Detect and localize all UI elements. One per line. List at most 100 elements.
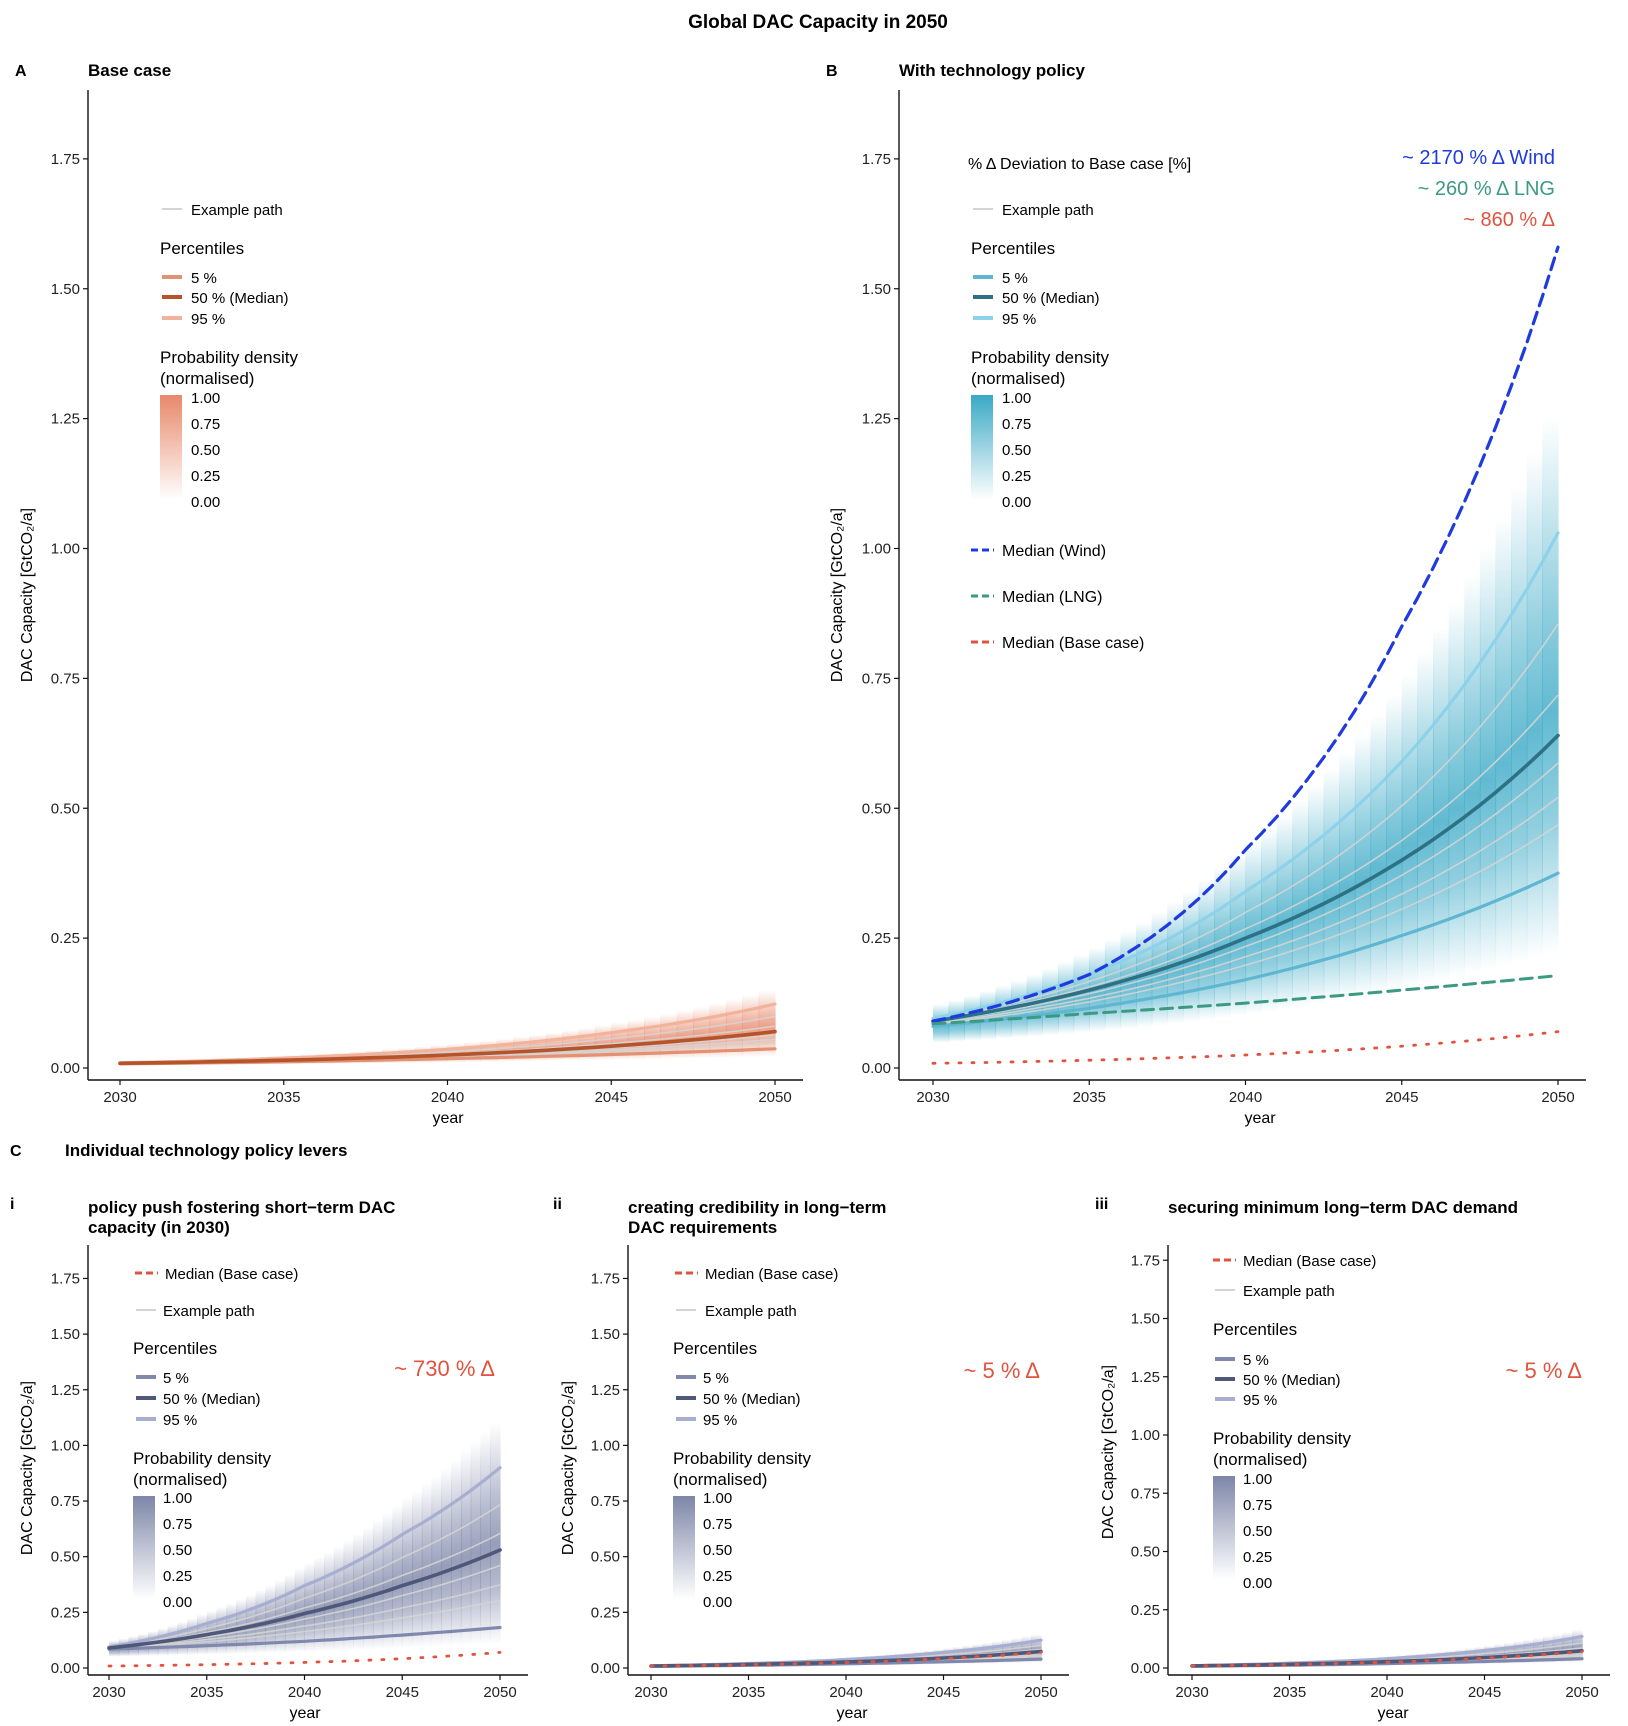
legend-example-path-label: Example path — [191, 202, 283, 219]
x-tick-label: 2050 — [483, 1684, 516, 1701]
total-deviation-annotation: ~ 860 % Δ — [1463, 209, 1555, 231]
panel-i: i policy push fostering short−term DAC c… — [10, 1196, 528, 1722]
legend-percentiles-title: Percentiles — [133, 1339, 217, 1358]
y-tick-label: 1.50 — [862, 281, 891, 298]
legend-density-subtitle: (normalised) — [1213, 1450, 1307, 1469]
legend-density-tick: 0.25 — [163, 1568, 192, 1585]
y-tick-label: 0.75 — [591, 1493, 620, 1510]
density-band — [470, 1441, 482, 1645]
section-c-title: Individual technology policy levers — [65, 1141, 347, 1160]
legend-median-base-label: Median (Base case) — [1002, 635, 1144, 652]
panel-ii: ii creating credibility in long−term DAC… — [553, 1196, 1069, 1722]
panel-ii-deviation-annotation: ~ 5 % Δ — [964, 1358, 1041, 1383]
density-band — [1354, 734, 1372, 997]
legend-density-colorbar — [971, 395, 993, 500]
density-band — [1562, 1631, 1573, 1663]
y-tick-label: 0.00 — [51, 1660, 80, 1677]
y-tick-label: 1.75 — [51, 151, 80, 168]
panel-b-letter: B — [826, 63, 838, 80]
density-band — [245, 1594, 257, 1654]
x-tick-label: 2045 — [927, 1684, 960, 1701]
legend-density-tick: 0.75 — [191, 416, 220, 433]
y-tick-label: 0.50 — [51, 1549, 80, 1566]
x-tick-label: 2030 — [916, 1089, 949, 1106]
x-tick-label: 2035 — [190, 1684, 223, 1701]
median-line — [931, 733, 1560, 1023]
y-tick-label: 1.50 — [51, 281, 80, 298]
x-tick-label: 2035 — [267, 1089, 300, 1106]
legend-median-base-label: Median (Base case) — [165, 1266, 298, 1283]
panel-ii-y-axis-title: DAC Capacity [GtCO₂/a] — [560, 1381, 577, 1555]
y-tick-label: 1.25 — [591, 1382, 620, 1399]
density-band — [1513, 1641, 1525, 1664]
legend-percentiles-title: Percentiles — [971, 239, 1055, 258]
density-band — [1572, 1629, 1583, 1663]
x-tick-label: 2045 — [1385, 1089, 1418, 1106]
density-band — [1511, 486, 1528, 962]
y-tick-label: 0.25 — [862, 930, 891, 947]
density-band — [431, 1475, 442, 1647]
density-band — [1370, 715, 1387, 994]
legend-median-lng-label: Median (LNG) — [1002, 589, 1102, 606]
panel-a-letter: A — [15, 63, 27, 80]
example-path-line — [932, 824, 1559, 1026]
density-band — [758, 990, 776, 1057]
y-tick-label: 0.00 — [1131, 1660, 1160, 1677]
median-line — [107, 1548, 502, 1650]
density-band — [1011, 1637, 1023, 1664]
density-band — [265, 1584, 276, 1653]
y-tick-label: 1.00 — [51, 1437, 80, 1454]
median-lng-line — [931, 974, 1560, 1026]
density-band — [1504, 1642, 1515, 1664]
legend-density-colorbar — [133, 1496, 155, 1599]
panel-iii-legend: Median (Base case) Example path Percenti… — [1213, 1253, 1376, 1592]
density-band — [1552, 1634, 1564, 1663]
median-base-case-line — [649, 1651, 1043, 1668]
density-band — [1021, 1636, 1032, 1663]
example-path-line — [932, 796, 1559, 1025]
y-tick-label: 1.75 — [862, 151, 891, 168]
legend-density-title: Probability density — [971, 348, 1109, 367]
panel-a: A Base case DAC Capacity [GtCO₂/a] year … — [15, 61, 803, 1127]
percentile-95-line — [107, 1466, 502, 1649]
y-tick-label: 0.50 — [51, 800, 80, 817]
panel-iii-y-axis-title: DAC Capacity [GtCO₂/a] — [1100, 1365, 1117, 1539]
legend-density-tick: 0.75 — [703, 1516, 732, 1533]
legend-density-tick: 0.25 — [1243, 1549, 1272, 1566]
y-tick-label: 1.00 — [51, 541, 80, 558]
density-band — [480, 1432, 491, 1645]
legend-density-tick: 0.50 — [1002, 442, 1031, 459]
panel-ii-x-axis-title: year — [836, 1705, 868, 1722]
legend-density-tick: 0.75 — [1002, 416, 1031, 433]
density-band — [1484, 1645, 1495, 1665]
density-band — [1495, 517, 1512, 966]
legend-density-subtitle: (normalised) — [133, 1470, 227, 1489]
median-base-case-line — [1190, 1650, 1584, 1668]
legend-p50-label: 50 % (Median) — [163, 1391, 261, 1408]
x-tick-label: 2035 — [1073, 1089, 1106, 1106]
y-tick-label: 0.75 — [862, 670, 891, 687]
density-band — [275, 1579, 286, 1653]
legend-p5-label: 5 % — [1002, 270, 1028, 287]
legend-p50-label: 50 % (Median) — [191, 290, 289, 307]
density-band — [992, 1641, 1003, 1664]
legend-p95-label: 95 % — [1002, 311, 1036, 328]
legend-density-tick: 0.50 — [1243, 1523, 1272, 1540]
legend-density-tick: 0.75 — [1243, 1497, 1272, 1514]
legend-density-title: Probability density — [1213, 1429, 1351, 1448]
legend-density-tick: 0.25 — [703, 1568, 732, 1585]
legend-density-tick: 0.00 — [163, 1594, 192, 1611]
panel-iii: iii securing minimum long−term DAC deman… — [1095, 1196, 1610, 1722]
legend-percentiles-title: Percentiles — [673, 1339, 757, 1358]
y-tick-label: 0.00 — [862, 1060, 891, 1077]
y-tick-label: 0.75 — [51, 1493, 80, 1510]
figure-title: Global DAC Capacity in 2050 — [688, 12, 948, 33]
panel-b-plot: 0.00 0.25 0.50 0.75 1.00 1.25 1.50 1.75 2030 2035… — [862, 90, 1586, 1106]
median-wind-line — [931, 245, 1560, 1023]
legend-density-tick: 0.50 — [703, 1542, 732, 1559]
y-tick-label: 1.75 — [1131, 1252, 1160, 1269]
panel-i-y-axis-title: DAC Capacity [GtCO₂/a] — [19, 1381, 36, 1555]
x-tick-label: 2040 — [288, 1684, 321, 1701]
panel-i-plot: 0.00 0.25 0.50 0.75 1.00 1.25 1.50 1.75 2030 2035… — [51, 1245, 528, 1701]
panel-i-legend: Median (Base case) Example path Percenti… — [133, 1266, 298, 1611]
